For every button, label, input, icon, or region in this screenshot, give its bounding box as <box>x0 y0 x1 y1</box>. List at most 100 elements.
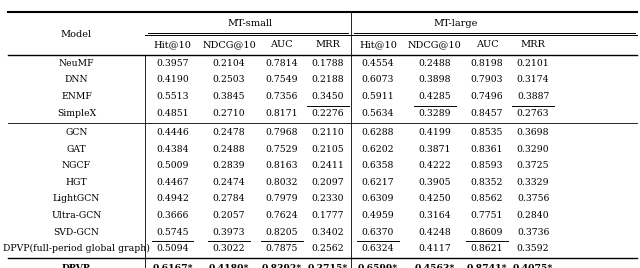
Text: 0.7903: 0.7903 <box>471 75 503 84</box>
Text: 0.8457: 0.8457 <box>471 109 503 118</box>
Text: 0.3290: 0.3290 <box>517 144 549 154</box>
Text: 0.7549: 0.7549 <box>266 75 298 84</box>
Text: 0.3845: 0.3845 <box>213 92 245 101</box>
Text: Model: Model <box>61 30 92 39</box>
Text: 0.2188: 0.2188 <box>312 75 344 84</box>
Text: 0.4467: 0.4467 <box>156 178 189 187</box>
Text: 0.1777: 0.1777 <box>312 211 344 220</box>
Text: 0.2411: 0.2411 <box>311 161 344 170</box>
Text: 0.1788: 0.1788 <box>312 59 344 68</box>
Text: 0.6324: 0.6324 <box>362 244 394 253</box>
Text: 0.3736: 0.3736 <box>517 228 549 237</box>
Text: 0.6217: 0.6217 <box>362 178 394 187</box>
Text: 0.8562: 0.8562 <box>471 194 503 203</box>
Text: NeuMF: NeuMF <box>59 59 94 68</box>
Text: 0.6599*: 0.6599* <box>358 263 398 268</box>
Text: 0.2097: 0.2097 <box>312 178 344 187</box>
Text: 0.2503: 0.2503 <box>213 75 245 84</box>
Text: 0.4554: 0.4554 <box>362 59 394 68</box>
Text: 0.8361: 0.8361 <box>471 144 503 154</box>
Text: 0.4075*: 0.4075* <box>513 263 554 268</box>
Text: 0.3905: 0.3905 <box>419 178 451 187</box>
Text: 0.3592: 0.3592 <box>517 244 549 253</box>
Text: 0.2478: 0.2478 <box>213 128 245 137</box>
Text: 0.2474: 0.2474 <box>212 178 246 187</box>
Text: SimpleX: SimpleX <box>57 109 96 118</box>
Text: 0.4180*: 0.4180* <box>209 263 250 268</box>
Text: SVD-GCN: SVD-GCN <box>54 228 99 237</box>
Text: Ultra-GCN: Ultra-GCN <box>51 211 102 220</box>
Text: LightGCN: LightGCN <box>52 194 100 203</box>
Text: 0.6288: 0.6288 <box>362 128 394 137</box>
Text: AUC: AUC <box>476 40 499 49</box>
Text: 0.3329: 0.3329 <box>517 178 549 187</box>
Text: 0.7979: 0.7979 <box>266 194 298 203</box>
Text: 0.3022: 0.3022 <box>213 244 245 253</box>
Text: AUC: AUC <box>270 40 293 49</box>
Text: 0.3289: 0.3289 <box>419 109 451 118</box>
Text: 0.8032: 0.8032 <box>266 178 298 187</box>
Text: DPVP(full-period global graph): DPVP(full-period global graph) <box>3 244 150 253</box>
Text: 0.2488: 0.2488 <box>213 144 245 154</box>
Text: 0.2710: 0.2710 <box>213 109 245 118</box>
Text: 0.3957: 0.3957 <box>156 59 189 68</box>
Text: 0.3402: 0.3402 <box>312 228 344 237</box>
Text: 0.8163: 0.8163 <box>266 161 298 170</box>
Text: 0.2104: 0.2104 <box>212 59 246 68</box>
Text: 0.6358: 0.6358 <box>362 161 394 170</box>
Text: 0.2784: 0.2784 <box>213 194 245 203</box>
Text: 0.6309: 0.6309 <box>362 194 394 203</box>
Text: 0.4117: 0.4117 <box>418 244 451 253</box>
Text: 0.4285: 0.4285 <box>419 92 451 101</box>
Text: 0.2330: 0.2330 <box>312 194 344 203</box>
Text: 0.3698: 0.3698 <box>517 128 549 137</box>
Text: 0.7968: 0.7968 <box>266 128 298 137</box>
Text: 0.4248: 0.4248 <box>418 228 451 237</box>
Text: 0.8171: 0.8171 <box>266 109 298 118</box>
Text: 0.2101: 0.2101 <box>516 59 550 68</box>
Text: 0.8392*: 0.8392* <box>262 263 301 268</box>
Text: 0.4250: 0.4250 <box>419 194 451 203</box>
Text: 0.5634: 0.5634 <box>362 109 394 118</box>
Text: 0.7751: 0.7751 <box>471 211 503 220</box>
Text: 0.8198: 0.8198 <box>471 59 503 68</box>
Text: 0.5911: 0.5911 <box>362 92 394 101</box>
Text: GAT: GAT <box>67 144 86 154</box>
Text: 0.4942: 0.4942 <box>156 194 189 203</box>
Text: 0.7529: 0.7529 <box>266 144 298 154</box>
Text: 0.4959: 0.4959 <box>362 211 394 220</box>
Text: Hit@10: Hit@10 <box>359 40 397 49</box>
Text: 0.3174: 0.3174 <box>517 75 549 84</box>
Text: 0.3725: 0.3725 <box>517 161 549 170</box>
Text: 0.3871: 0.3871 <box>419 144 451 154</box>
Text: 0.8593: 0.8593 <box>471 161 503 170</box>
Text: MT-large: MT-large <box>433 19 477 28</box>
Text: HGT: HGT <box>66 178 87 187</box>
Text: 0.2839: 0.2839 <box>213 161 245 170</box>
Text: 0.5513: 0.5513 <box>156 92 189 101</box>
Text: 0.3715*: 0.3715* <box>307 263 348 268</box>
Text: 0.4384: 0.4384 <box>156 144 189 154</box>
Text: GCN: GCN <box>65 128 88 137</box>
Text: 0.3164: 0.3164 <box>419 211 451 220</box>
Text: 0.5009: 0.5009 <box>156 161 189 170</box>
Text: 0.7356: 0.7356 <box>266 92 298 101</box>
Text: 0.4851: 0.4851 <box>156 109 189 118</box>
Text: 0.7814: 0.7814 <box>266 59 298 68</box>
Text: 0.5745: 0.5745 <box>156 228 189 237</box>
Text: 0.4563*: 0.4563* <box>414 263 455 268</box>
Text: 0.3973: 0.3973 <box>213 228 245 237</box>
Text: MRR: MRR <box>521 40 545 49</box>
Text: 0.8535: 0.8535 <box>471 128 503 137</box>
Text: DNN: DNN <box>65 75 88 84</box>
Text: 0.4190: 0.4190 <box>156 75 189 84</box>
Text: 0.2488: 0.2488 <box>419 59 451 68</box>
Text: NDCG@10: NDCG@10 <box>202 40 256 49</box>
Text: 0.2105: 0.2105 <box>312 144 344 154</box>
Text: 0.3450: 0.3450 <box>312 92 344 101</box>
Text: 0.5094: 0.5094 <box>156 244 189 253</box>
Text: 0.8352: 0.8352 <box>471 178 503 187</box>
Text: 0.3898: 0.3898 <box>419 75 451 84</box>
Text: 0.4446: 0.4446 <box>156 128 189 137</box>
Text: 0.8205: 0.8205 <box>266 228 298 237</box>
